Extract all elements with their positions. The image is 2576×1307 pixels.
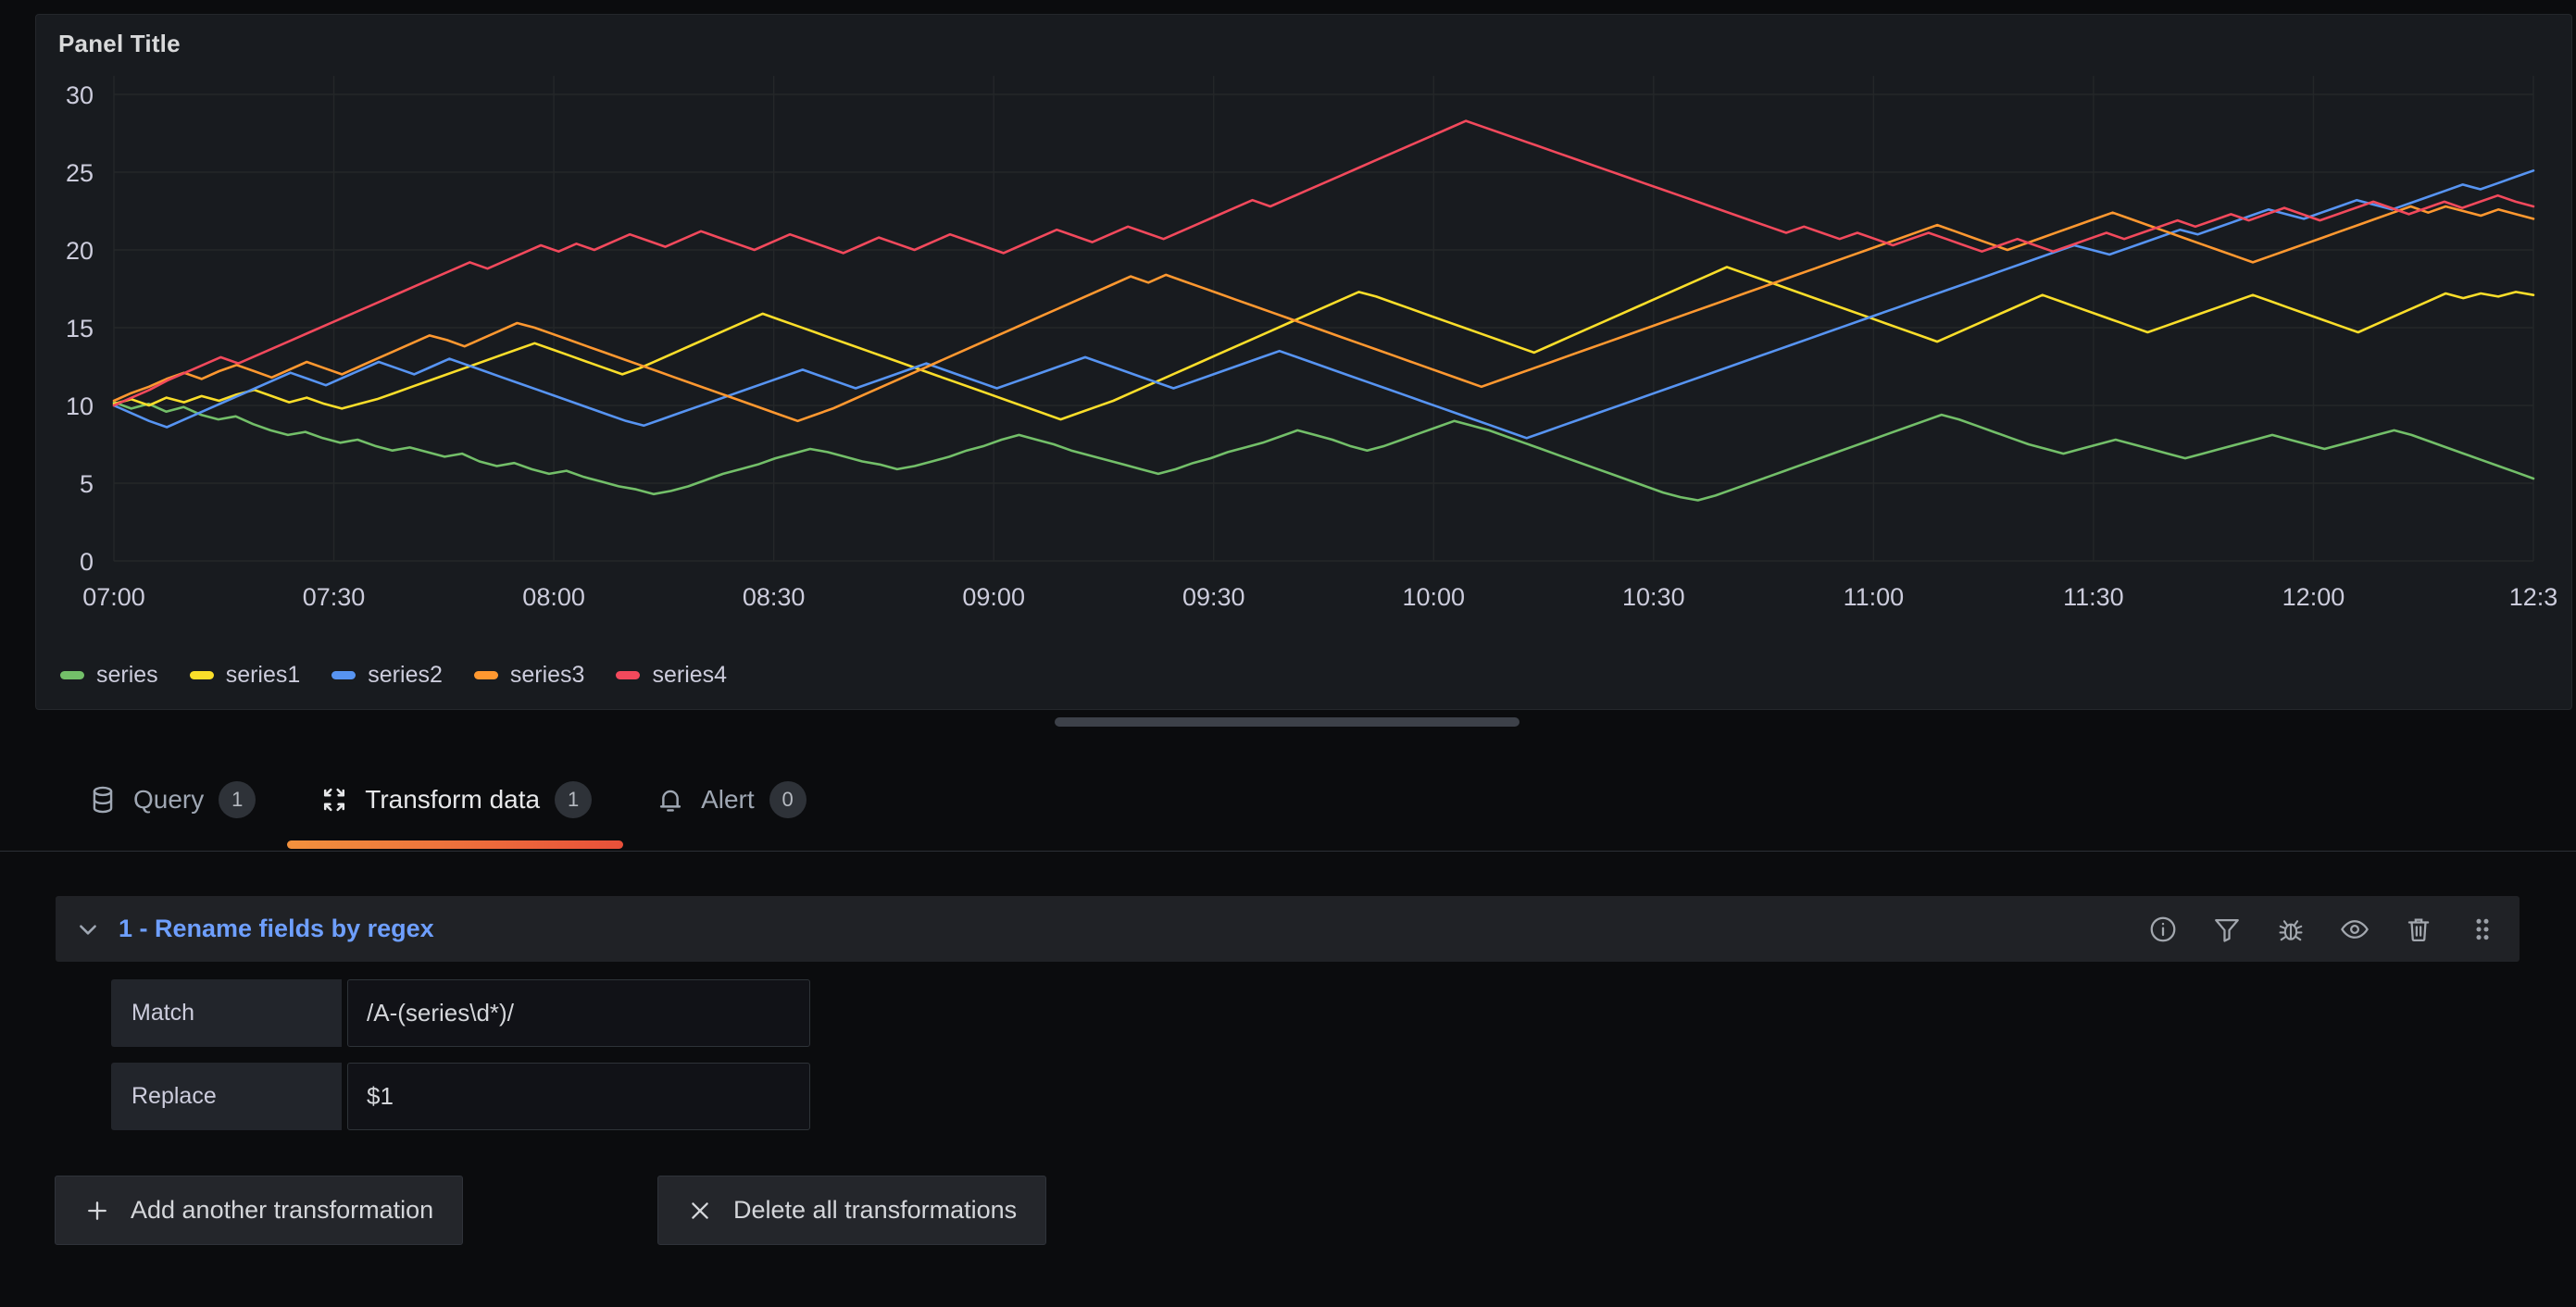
- legend-label: series3: [509, 662, 585, 688]
- tab-transform-data[interactable]: Transform data 1: [287, 748, 624, 852]
- svg-text:0: 0: [80, 548, 94, 576]
- svg-text:10:30: 10:30: [1622, 583, 1685, 611]
- legend-item[interactable]: series1: [189, 662, 301, 689]
- page-title: Panel Title: [58, 30, 181, 57]
- svg-text:12:3: 12:3: [2509, 583, 2558, 611]
- bell-icon: [655, 784, 686, 815]
- info-icon[interactable]: [2148, 915, 2178, 944]
- legend-item[interactable]: series4: [616, 662, 727, 689]
- add-transformation-label: Add another transformation: [131, 1196, 434, 1224]
- tab-badge: 1: [219, 781, 256, 818]
- legend-item[interactable]: series: [60, 662, 158, 689]
- close-icon: [687, 1198, 713, 1224]
- replace-input[interactable]: $1: [347, 1063, 810, 1130]
- legend-color-swatch: [616, 671, 641, 679]
- legend-color-swatch: [473, 671, 498, 679]
- tab-badge: 0: [769, 781, 807, 818]
- legend-label: series4: [652, 662, 728, 688]
- match-field-row: Match /A-(series\d*)/: [111, 979, 810, 1047]
- filter-icon[interactable]: [2212, 915, 2242, 944]
- svg-text:10: 10: [66, 392, 94, 420]
- tab-query[interactable]: Query 1: [56, 748, 287, 852]
- legend-label: series: [96, 662, 158, 688]
- tab-alert[interactable]: Alert 0: [623, 748, 838, 852]
- svg-text:09:30: 09:30: [1182, 583, 1245, 611]
- svg-text:15: 15: [66, 315, 94, 342]
- legend-color-swatch: [60, 671, 84, 679]
- svg-text:20: 20: [66, 237, 94, 265]
- replace-field-row: Replace $1: [111, 1063, 810, 1130]
- legend-item[interactable]: series2: [331, 662, 443, 689]
- tab-label: Transform data: [365, 785, 541, 814]
- tab-label: Query: [133, 785, 205, 814]
- svg-text:5: 5: [80, 470, 94, 498]
- svg-text:09:00: 09:00: [962, 583, 1025, 611]
- delete-all-transformations-label: Delete all transformations: [733, 1196, 1018, 1224]
- delete-all-transformations-button[interactable]: Delete all transformations: [657, 1176, 1047, 1245]
- add-transformation-button[interactable]: Add another transformation: [55, 1176, 464, 1245]
- transformation-title[interactable]: 1 - Rename fields by regex: [119, 915, 434, 942]
- transformation-card-header[interactable]: 1 - Rename fields by regex: [56, 896, 2520, 962]
- bug-icon[interactable]: [2276, 915, 2306, 944]
- legend-color-swatch: [331, 671, 356, 679]
- svg-text:07:00: 07:00: [82, 583, 145, 611]
- svg-text:11:00: 11:00: [1844, 583, 1905, 611]
- editor-tabs: Query 1 Transform data 1 Alert 0: [56, 748, 838, 852]
- legend-color-swatch: [189, 671, 214, 679]
- drag-handle-icon[interactable]: [2468, 915, 2497, 944]
- chart-legend: series series1 series2 series3 series4: [60, 662, 727, 689]
- panel-resize-handle[interactable]: [1055, 717, 1519, 727]
- svg-text:11:30: 11:30: [2063, 583, 2124, 611]
- plus-icon: [84, 1198, 110, 1224]
- svg-text:25: 25: [66, 159, 94, 187]
- legend-item[interactable]: series3: [473, 662, 585, 689]
- transformation-card-left: 1 - Rename fields by regex: [76, 896, 434, 962]
- svg-text:12:00: 12:00: [2282, 583, 2345, 611]
- svg-text:08:00: 08:00: [522, 583, 585, 611]
- legend-label: series2: [368, 662, 443, 688]
- match-input[interactable]: /A-(series\d*)/: [347, 979, 810, 1047]
- trash-icon[interactable]: [2404, 915, 2433, 944]
- transform-icon: [319, 784, 350, 815]
- visualization-panel: Panel Title 0 5 10 15 20 25 30 07:00 07:30 08:00 0…: [35, 14, 2572, 710]
- svg-text:08:30: 08:30: [743, 583, 806, 611]
- eye-icon[interactable]: [2340, 915, 2370, 944]
- editor-tabbar: Query 1 Transform data 1 Alert 0: [0, 748, 2576, 852]
- database-icon: [87, 784, 119, 815]
- chevron-down-icon[interactable]: [76, 917, 100, 941]
- timeseries-chart[interactable]: 0 5 10 15 20 25 30 07:00 07:30 08:00 08:30 09:00 09:…: [36, 63, 2573, 711]
- active-tab-indicator: [287, 840, 624, 849]
- match-label: Match: [111, 979, 342, 1047]
- replace-label: Replace: [111, 1063, 342, 1130]
- svg-text:30: 30: [66, 81, 94, 109]
- legend-label: series1: [225, 662, 301, 688]
- tab-badge: 1: [555, 781, 593, 818]
- transformation-actions: [2148, 896, 2497, 962]
- svg-text:07:30: 07:30: [303, 583, 366, 611]
- tab-label: Alert: [701, 785, 755, 814]
- svg-text:10:00: 10:00: [1402, 583, 1465, 611]
- chart-svg: 0 5 10 15 20 25 30 07:00 07:30 08:00 08:30 09:00 09:…: [66, 76, 2558, 611]
